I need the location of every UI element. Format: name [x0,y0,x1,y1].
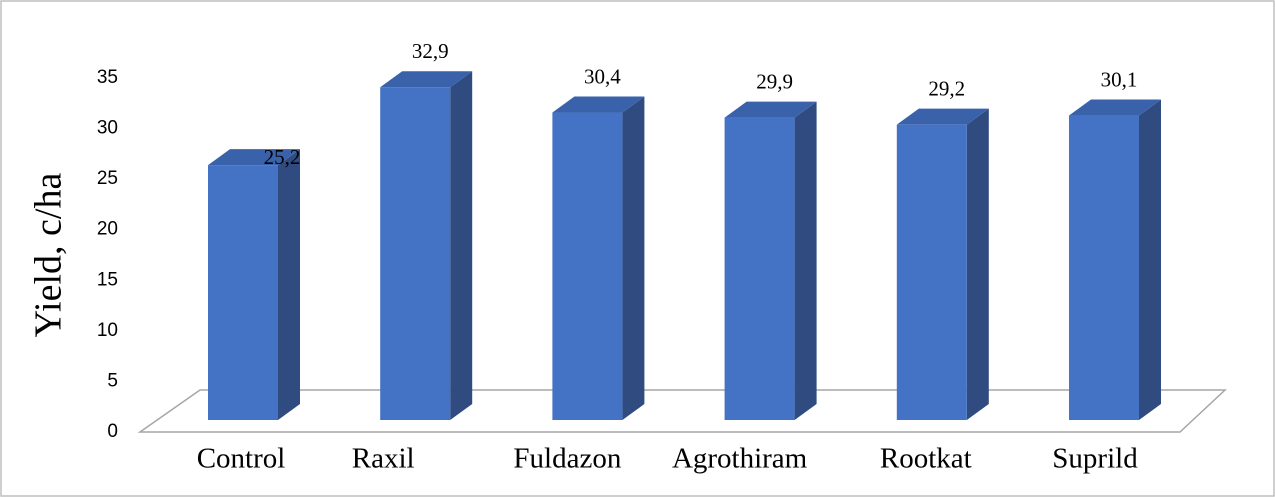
bar-top [1069,99,1161,116]
bar [552,112,623,421]
y-tick-label: 5 [107,370,118,391]
bar-side [1139,99,1161,420]
x-tick-label: Control [197,443,286,475]
bar-top [380,71,473,88]
bar-top [552,96,645,113]
bar-side [622,96,645,421]
x-tick-label: Agrothiram [672,443,808,475]
y-tick-label: 20 [97,219,118,240]
value-label: 30,1 [1101,67,1138,91]
value-label: 25,2 [264,145,301,169]
value-label: 29,2 [928,76,965,100]
value-label: 32,9 [412,39,449,63]
x-tick-label: Raxil [352,443,415,475]
value-label: 29,9 [756,69,793,93]
bar [896,124,967,421]
bar-side [450,71,473,421]
bar-top [724,101,817,118]
y-tick-label: 25 [97,168,118,189]
bar [208,165,278,420]
y-tick-label: 0 [107,421,118,442]
bar-side [794,101,817,420]
y-tick-label: 30 [97,118,118,139]
y-tick-label: 15 [97,269,118,290]
bar [1069,115,1139,420]
y-tick-label: 35 [97,67,118,88]
x-tick-label: Rootkat [880,443,972,475]
bar-top [208,149,300,166]
bar-side [966,108,989,421]
bar-side [278,149,300,420]
bar-top [896,108,989,125]
value-label: 30,4 [584,64,621,88]
x-tick-label: Fuldazon [513,443,621,475]
bar [380,87,451,421]
y-tick-label: 10 [97,320,118,341]
y-axis-label: Yield, c/ha [28,173,70,338]
bar [724,117,795,420]
floor [137,389,1227,433]
x-tick-label: Suprild [1052,443,1138,475]
